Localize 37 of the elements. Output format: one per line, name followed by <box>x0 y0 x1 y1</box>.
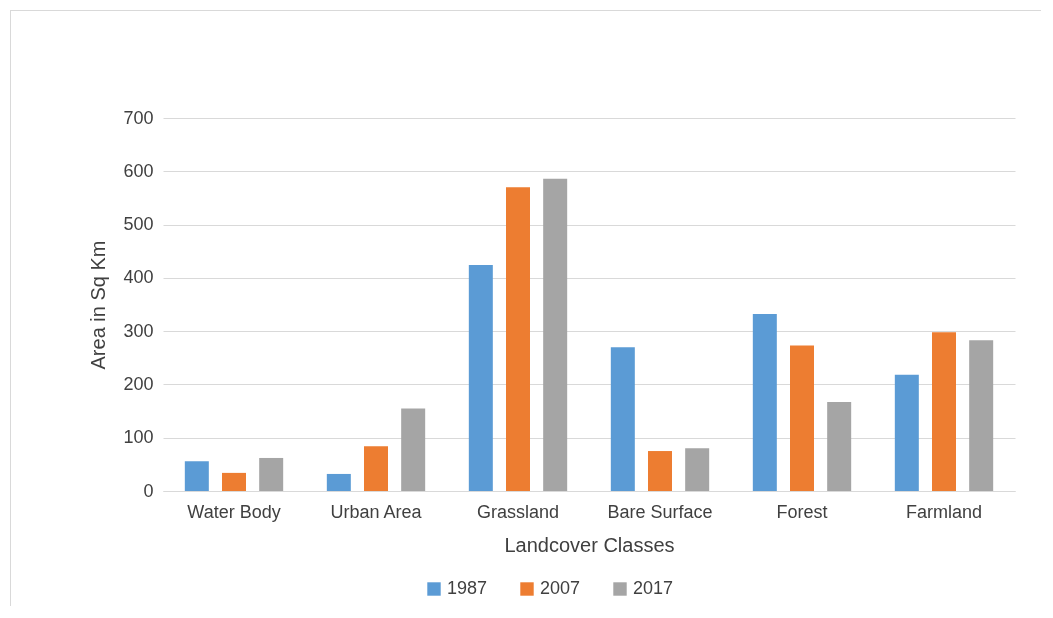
y-axis-title: Area in Sq Km <box>87 240 110 370</box>
bar <box>685 448 710 491</box>
x-tick-label: Forest <box>776 501 828 522</box>
bar <box>969 340 994 491</box>
bar <box>932 332 956 491</box>
bar <box>827 402 852 491</box>
bar <box>468 265 493 491</box>
x-tick-label: Water Body <box>187 501 281 522</box>
y-tick-label: 0 <box>143 480 154 501</box>
y-tick-label: 400 <box>123 267 154 288</box>
bar <box>326 473 351 491</box>
bar <box>543 178 568 491</box>
x-tick-label: Bare Surface <box>607 501 713 522</box>
x-tick-label: Grassland <box>476 501 560 522</box>
bar <box>894 374 919 491</box>
legend-label: 2007 <box>540 578 581 598</box>
bar <box>401 408 426 491</box>
y-tick-label: 300 <box>123 320 154 341</box>
bar <box>648 451 672 491</box>
bar <box>506 187 530 491</box>
bar <box>222 472 246 491</box>
y-tick-label: 100 <box>123 427 154 448</box>
y-tick-label: 200 <box>123 373 154 394</box>
bar <box>610 347 635 491</box>
y-tick-label: 500 <box>123 214 154 235</box>
x-tick-label: Urban Area <box>330 501 423 522</box>
y-tick-label: 700 <box>123 107 154 128</box>
legend-label: 2017 <box>633 578 674 598</box>
x-axis-title: Landcover Classes <box>504 533 675 556</box>
bar <box>364 446 388 491</box>
bar <box>752 314 777 491</box>
bar <box>184 461 209 491</box>
x-tick-label: Farmland <box>905 501 983 522</box>
legend-label: 1987 <box>447 578 488 598</box>
y-tick-label: 600 <box>123 160 154 181</box>
bar <box>259 457 284 491</box>
bar <box>790 345 814 491</box>
